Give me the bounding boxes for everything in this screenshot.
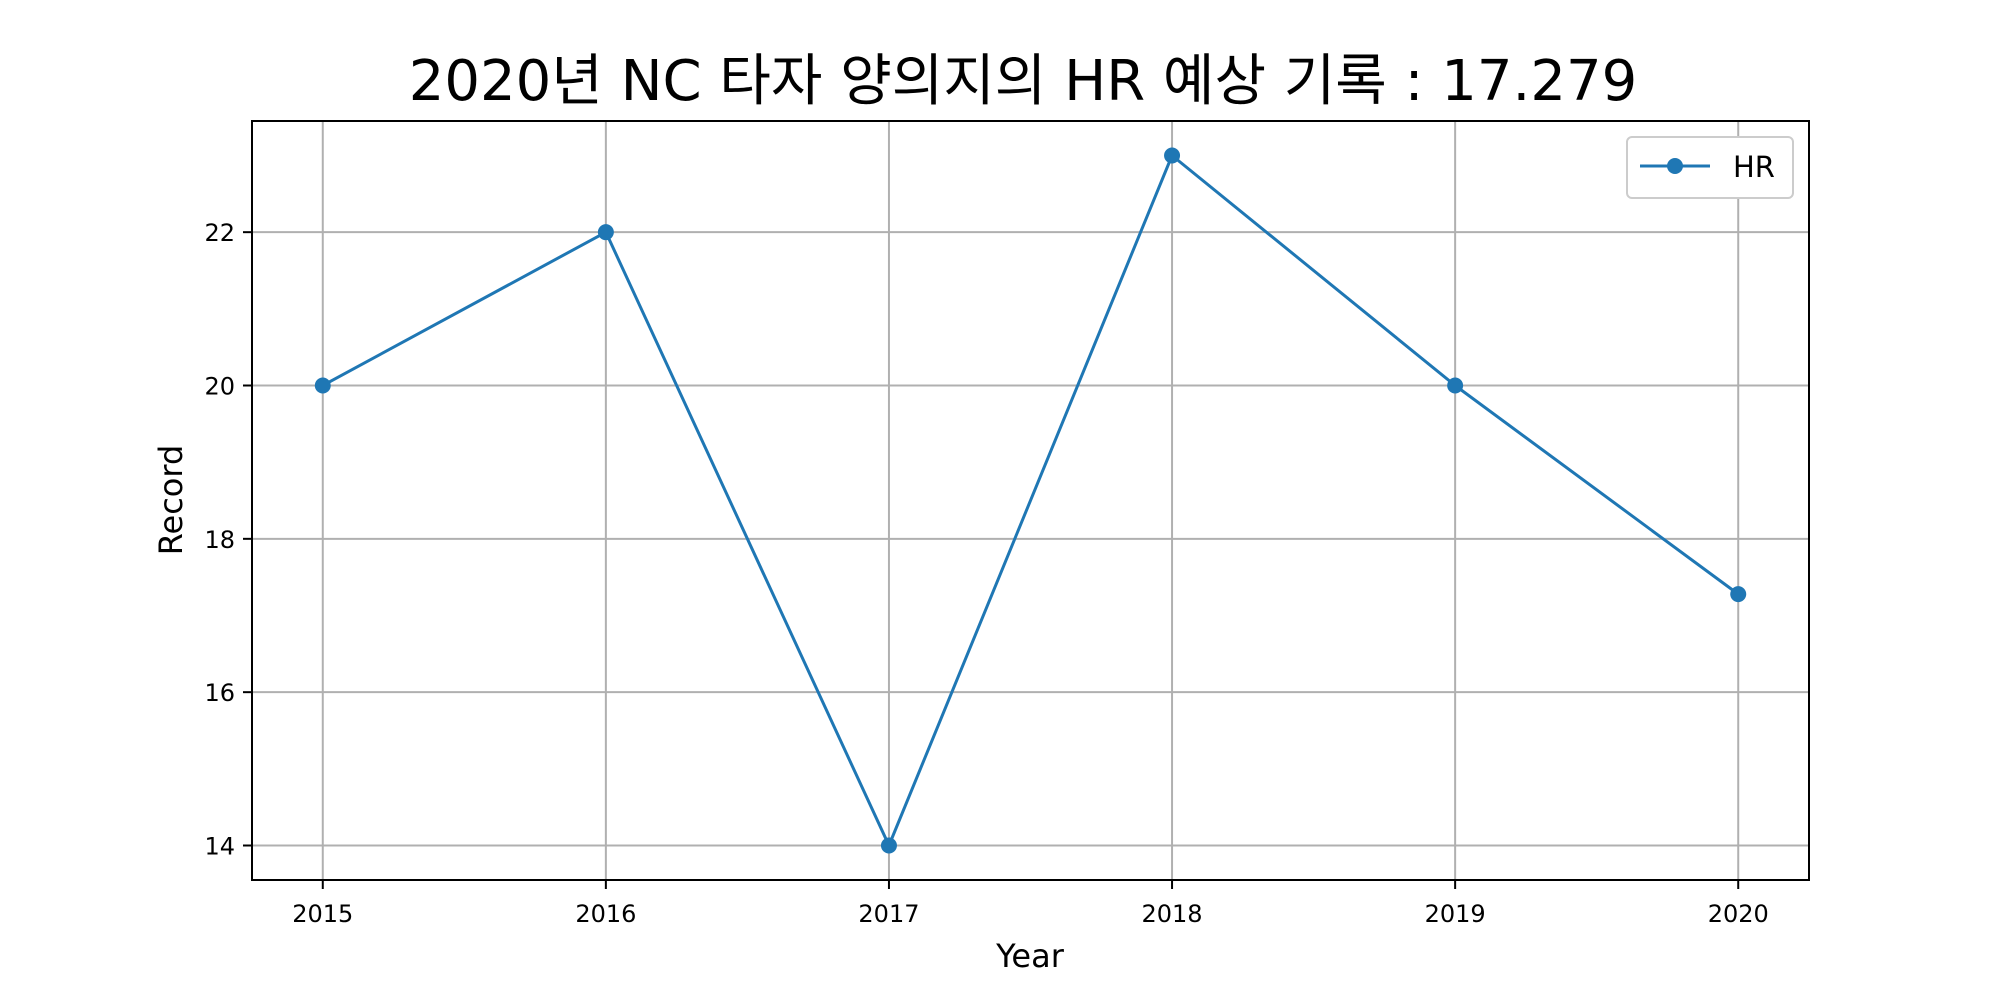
x-axis-label: Year [995,937,1065,975]
y-tick-label: 22 [204,219,235,247]
legend-label-hr: HR [1733,150,1775,184]
data-point [1730,586,1747,603]
x-tick-label: 2016 [575,900,636,928]
plot-frame [251,120,1810,881]
legend-marker [1667,158,1683,174]
x-tick-label: 2019 [1425,900,1486,928]
y-axis-label: Record [152,445,190,556]
ticks: 2015 2016 2017 2018 2019 2020 14 16 18 20 22 [204,219,1768,928]
series-layer [314,147,1747,854]
y-tick-label: 20 [204,373,235,401]
y-tick-label: 14 [204,833,235,861]
grid [252,121,1809,880]
x-tick-label: 2018 [1142,900,1203,928]
x-tick-label: 2017 [858,900,919,928]
x-tick-label: 2020 [1708,900,1769,928]
y-tick-label: 16 [204,679,235,707]
x-tick-label: 2015 [292,900,353,928]
series-line-hr [322,154,1740,847]
chart-title: 2020년 NC 타자 양의지의 HR 예상 기록 : 17.279 [409,49,1637,114]
data-point [314,377,331,394]
data-point [1164,147,1181,164]
legend: HR [1626,136,1794,199]
data-point [1447,377,1464,394]
y-tick-label: 18 [204,526,235,554]
data-point [880,837,897,854]
data-point [597,224,614,241]
